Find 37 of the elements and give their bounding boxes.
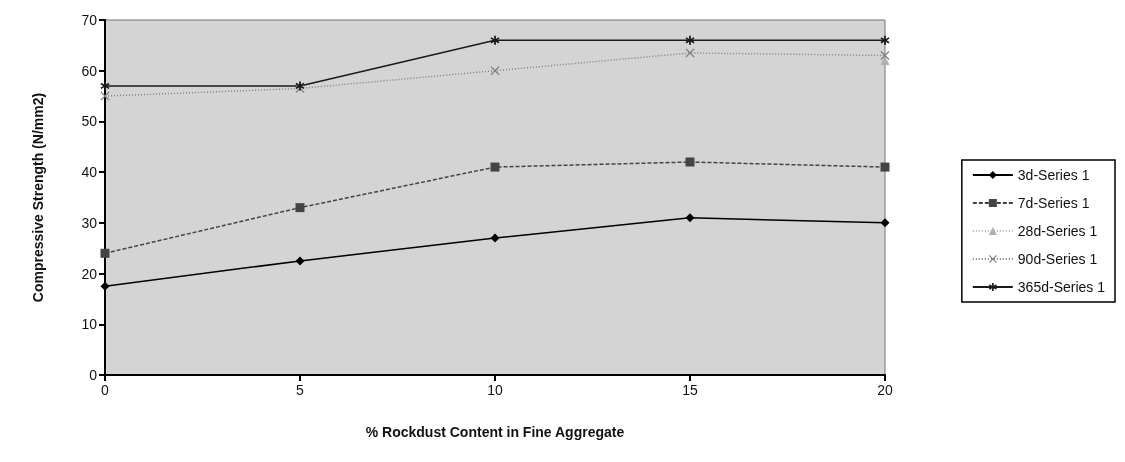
x-axis-title: % Rockdust Content in Fine Aggregate	[365, 424, 625, 440]
y-tick-label: 20	[81, 265, 98, 282]
legend-label: 28d-Series 1	[1017, 223, 1098, 239]
x-tick-label: 20	[877, 382, 893, 398]
point	[685, 157, 695, 167]
y-axis-title: Compressive Strength (N/mm2)	[30, 92, 46, 303]
legend-label: 7d-Series 1	[1017, 195, 1090, 211]
y-tick-label: 70	[81, 12, 98, 28]
y-tick-label: 0	[89, 367, 98, 383]
point	[880, 162, 890, 172]
legend-label: 3d-Series 1	[1017, 167, 1090, 183]
point	[100, 248, 110, 258]
point	[490, 66, 500, 76]
y-tick-label: 60	[81, 62, 98, 79]
point	[880, 35, 890, 45]
point	[490, 35, 500, 45]
x-tick-label: 15	[682, 382, 698, 398]
point	[685, 213, 695, 223]
y-tick-label: 40	[81, 164, 98, 181]
x-tick-label: 5	[296, 382, 305, 398]
point	[880, 51, 890, 60]
point	[490, 233, 500, 243]
point	[490, 162, 500, 172]
legend-label: 365d-Series 1	[1017, 279, 1106, 295]
point	[880, 56, 890, 66]
point	[295, 203, 305, 213]
point	[685, 35, 695, 45]
y-tick-label: 30	[81, 214, 98, 231]
point	[295, 256, 305, 266]
legend-label: 90d-Series 1	[1017, 251, 1098, 267]
y-tick-label: 10	[81, 316, 98, 333]
point	[880, 218, 890, 228]
x-tick-label: 10	[487, 382, 503, 398]
point	[100, 81, 110, 91]
point	[100, 281, 110, 291]
x-tick-label: 0	[101, 382, 110, 398]
y-tick-label: 50	[81, 113, 98, 130]
